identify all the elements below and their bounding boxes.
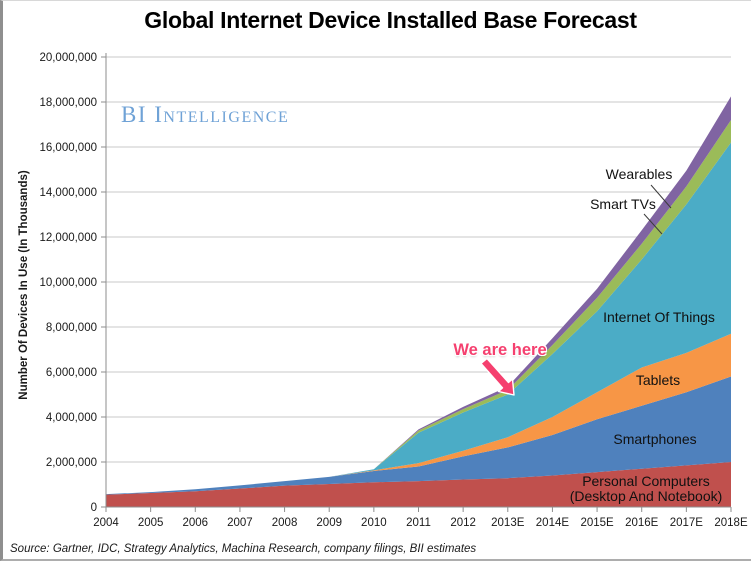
bi-intelligence-watermark: BI Intelligence bbox=[121, 102, 290, 127]
series-label-smart-tvs: Smart TVs bbox=[590, 196, 656, 212]
x-tick-label: 2007 bbox=[227, 517, 253, 529]
y-tick-label: 18,000,000 bbox=[39, 97, 97, 109]
wearables-pointer-line bbox=[650, 184, 672, 209]
x-tick-label: 2014E bbox=[536, 517, 570, 529]
y-tick-label: 14,000,000 bbox=[39, 187, 97, 199]
area-personal-computers bbox=[106, 462, 731, 507]
area-series bbox=[106, 96, 731, 507]
annotation-shapes bbox=[480, 184, 672, 396]
we-are-here-arrow-icon bbox=[480, 357, 515, 396]
axes-and-ticks: 0 2,000,000 4,000,000 6,000,000 8,000,000 10,… bbox=[39, 52, 748, 529]
x-tick-label: 2015E bbox=[580, 517, 614, 529]
x-tick-label: 2011 bbox=[406, 517, 431, 529]
x-tick-label: 2017E bbox=[670, 517, 704, 529]
x-tick-label: 2005 bbox=[138, 517, 164, 529]
x-tick-label: 2016E bbox=[625, 517, 659, 529]
y-tick-label: 12,000,000 bbox=[39, 232, 97, 244]
stacked-area-chart: 0 2,000,000 4,000,000 6,000,000 8,000,000 10,… bbox=[39, 52, 748, 529]
we-are-here-annotation: We are here bbox=[453, 341, 547, 359]
x-tick-label: 2018E bbox=[714, 517, 748, 529]
area-internet-of-things bbox=[106, 142, 731, 495]
x-tick-label: 2009 bbox=[316, 517, 342, 529]
y-tick-label: 10,000,000 bbox=[39, 277, 97, 289]
x-tick-label: 2006 bbox=[182, 517, 208, 529]
x-tick-label: 2010 bbox=[361, 517, 387, 529]
y-tick-label: 20,000,000 bbox=[39, 52, 97, 64]
y-tick-label: 2,000,000 bbox=[46, 457, 97, 469]
page-title: Global Internet Device Installed Base Fo… bbox=[144, 7, 637, 33]
series-label-internet-of-things: Internet Of Things bbox=[603, 309, 715, 325]
y-tick-label: 6,000,000 bbox=[46, 367, 97, 379]
smart-tvs-pointer-line bbox=[643, 213, 663, 235]
y-tick-label: 8,000,000 bbox=[46, 322, 97, 334]
series-label-smartphones: Smartphones bbox=[613, 431, 697, 447]
series-label-wearables: Wearables bbox=[605, 166, 673, 182]
y-tick-label: 4,000,000 bbox=[46, 412, 97, 424]
series-label-personal-computers: Personal Computers (Desktop And Notebook… bbox=[553, 474, 739, 504]
series-label-personal-computers-line1: Personal Computers bbox=[582, 473, 710, 489]
series-label-tablets: Tablets bbox=[635, 372, 681, 388]
x-tick-label: 2008 bbox=[272, 517, 298, 529]
y-tick-label: 0 bbox=[91, 502, 97, 514]
x-tick-label: 2004 bbox=[93, 517, 119, 529]
x-tick-label: 2012 bbox=[450, 517, 476, 529]
series-label-personal-computers-line2: (Desktop And Notebook) bbox=[569, 488, 723, 504]
y-tick-label: 16,000,000 bbox=[39, 142, 97, 154]
area-smartphones bbox=[106, 376, 731, 495]
x-tick-label: 2013E bbox=[491, 517, 525, 529]
area-tablets bbox=[106, 333, 731, 495]
source-attribution: Source: Gartner, IDC, Strategy Analytics… bbox=[10, 543, 477, 555]
